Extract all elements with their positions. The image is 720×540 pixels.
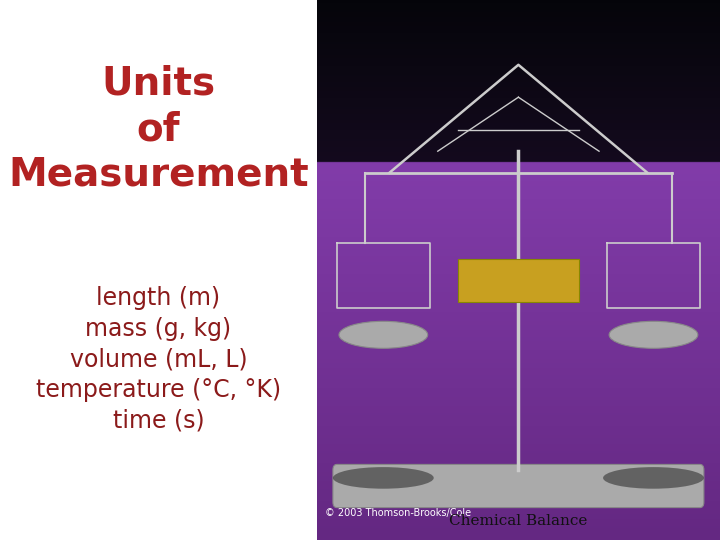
Text: length (m)
mass (g, kg)
volume (mL, L)
temperature (°C, °K)
time (s): length (m) mass (g, kg) volume (mL, L) t…	[36, 286, 281, 433]
Ellipse shape	[333, 467, 433, 489]
Text: © 2003 Thomson-Brooks/Cole: © 2003 Thomson-Brooks/Cole	[325, 508, 471, 518]
Text: Units
of
Measurement: Units of Measurement	[8, 65, 309, 194]
Text: Chemical Balance: Chemical Balance	[449, 514, 588, 528]
Ellipse shape	[603, 467, 704, 489]
Ellipse shape	[609, 321, 698, 348]
FancyBboxPatch shape	[333, 464, 704, 508]
Ellipse shape	[339, 321, 428, 348]
FancyBboxPatch shape	[458, 259, 579, 302]
